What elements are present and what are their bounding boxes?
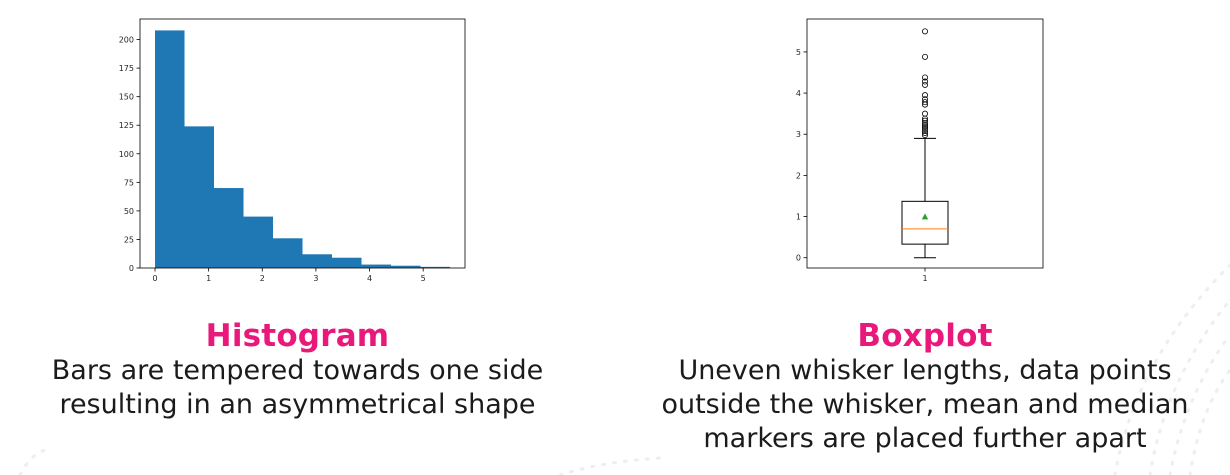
histogram-title: Histogram [205, 318, 390, 354]
histogram-chart: 0 25 50 75 100 125 150 175 200 0 1 2 3 4 5 [119, 18, 466, 283]
histogram-x-tick-label: 2 [260, 274, 265, 283]
boxplot-box [901, 200, 949, 245]
boxplot-outlier-point [921, 122, 928, 129]
histogram-bar-2 [184, 126, 215, 268]
histogram-y-tick-label: 175 [119, 64, 134, 73]
boxplot-title: Boxplot [857, 318, 993, 354]
histogram-x-axis: 0 1 2 3 4 5 [152, 268, 426, 283]
histogram-bar-6 [302, 254, 332, 268]
boxplot-y-tick-label: 3 [796, 130, 801, 139]
histogram-y-tick-label: 0 [129, 264, 134, 273]
histogram-x-tick-label: 4 [367, 274, 372, 283]
boxplot-y-tick-label: 2 [796, 171, 801, 180]
boxplot-y-axis: 0 1 2 3 4 5 [796, 48, 807, 263]
histogram-bar-3 [214, 188, 244, 268]
histogram-description-line-2: resulting in an asymmetrical shape [59, 389, 536, 420]
boxplot-x-axis: 1 [922, 268, 928, 283]
histogram-bar-4 [243, 216, 274, 268]
histogram-y-tick-label: 50 [124, 207, 134, 216]
boxplot-outlier-point [921, 78, 928, 85]
histogram-bars [155, 30, 450, 269]
histogram-x-tick-label: 5 [421, 274, 426, 283]
histogram-axes-frame [139, 18, 466, 269]
boxplot-outlier-point [921, 120, 928, 127]
boxplot-body [901, 28, 949, 259]
boxplot-x-tick-label: 1 [922, 274, 927, 283]
histogram-x-tick-label: 1 [206, 274, 211, 283]
histogram-bar-10 [420, 266, 450, 268]
boxplot-chart: 0 1 2 3 4 5 1 [796, 18, 1044, 283]
boxplot-outlier-point [921, 130, 928, 137]
histogram-bar-7 [331, 257, 362, 268]
boxplot-outlier-point [921, 123, 928, 130]
boxplot-y-tick-label: 5 [796, 48, 801, 57]
boxplot-description-line-3: markers are placed further apart [703, 423, 1147, 454]
boxplot-mean-marker [921, 213, 929, 220]
boxplot-y-tick-label: 0 [796, 254, 801, 263]
boxplot-outlier-point [921, 99, 928, 106]
histogram-y-tick-label: 200 [119, 36, 134, 45]
histogram-bar-9 [390, 265, 421, 268]
boxplot-outlier-point [921, 127, 928, 134]
boxplot-outlier-point [921, 125, 928, 132]
boxplot-description-line-1: Uneven whisker lengths, data points [678, 355, 1172, 386]
boxplot-y-tick-label: 1 [796, 213, 801, 222]
boxplot-outlier-point [921, 117, 928, 124]
histogram-y-tick-label: 125 [119, 121, 134, 130]
histogram-bar-1 [155, 30, 185, 269]
boxplot-outlier-point [921, 110, 928, 117]
boxplot-outlier-point [921, 74, 928, 81]
histogram-y-tick-label: 100 [119, 150, 134, 159]
boxplot-caption: Boxplot Uneven whisker lengths, data poi… [625, 318, 1225, 456]
boxplot-outlier-point [921, 96, 928, 103]
histogram-y-tick-label: 25 [124, 235, 134, 244]
histogram-x-tick-label: 0 [152, 274, 157, 283]
histogram-y-tick-label: 150 [119, 93, 134, 102]
boxplot-y-tick-label: 4 [796, 89, 801, 98]
histogram-y-axis: 0 25 50 75 100 125 150 175 200 [119, 36, 140, 273]
histogram-y-tick-label: 75 [124, 178, 134, 187]
boxplot-outlier-point [921, 132, 928, 139]
histogram-bar-5 [273, 238, 303, 268]
boxplot-outlier-point [921, 28, 928, 35]
boxplot-outlier-point [921, 53, 928, 60]
histogram-description-line-1: Bars are tempered towards one side [51, 355, 544, 386]
boxplot-description-line-2: outside the whisker, mean and median [661, 389, 1189, 420]
boxplot-outlier-point [921, 81, 928, 88]
histogram-bar-8 [361, 264, 391, 268]
boxplot-outlier-point [921, 92, 928, 99]
histogram-x-tick-label: 3 [313, 274, 318, 283]
histogram-caption: Histogram Bars are tempered towards one … [0, 318, 595, 422]
